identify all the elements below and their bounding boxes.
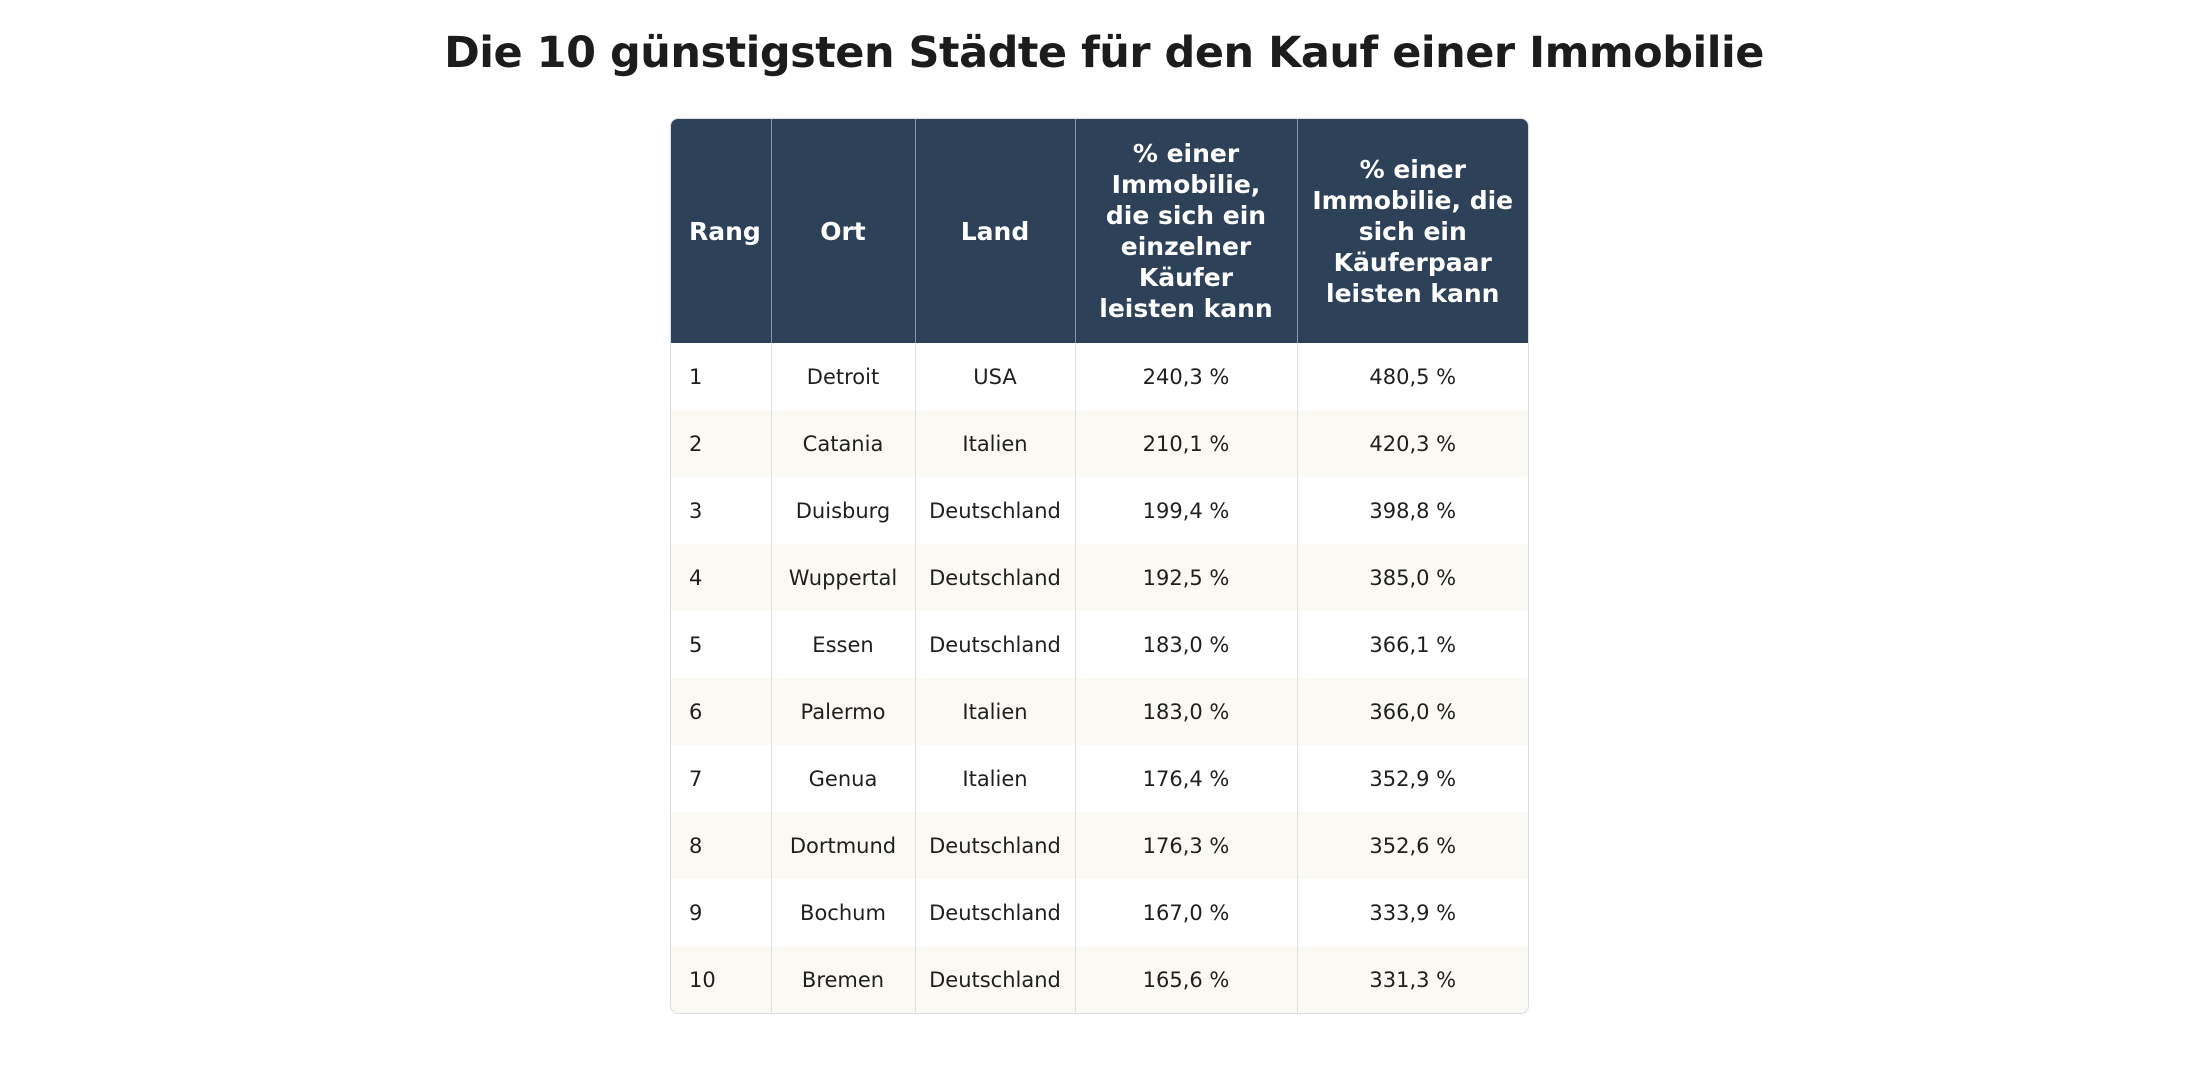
table-cell: 385,0 % bbox=[1296, 544, 1528, 611]
table-cell: 192,5 % bbox=[1074, 544, 1297, 611]
table-cell: Deutschland bbox=[914, 812, 1075, 879]
table-cell: Italien bbox=[914, 410, 1075, 477]
header-cell: Rang bbox=[671, 119, 771, 343]
table-cell: 480,5 % bbox=[1296, 343, 1528, 410]
table-cell: 6 bbox=[671, 678, 771, 745]
table-cell: Deutschland bbox=[914, 879, 1075, 946]
table-cell: 176,4 % bbox=[1074, 745, 1297, 812]
table-cell: 9 bbox=[689, 900, 703, 925]
table-cell: 352,6 % bbox=[1296, 812, 1528, 879]
table-cell: 210,1 % bbox=[1074, 410, 1297, 477]
table-cell: 352,9 % bbox=[1296, 745, 1528, 812]
table-cell: Bochum bbox=[770, 879, 915, 946]
table-body: 1 Detroit USA 240,3 % 480,5 % 2 Catania Italien… bbox=[671, 343, 1528, 1013]
table-cell: USA bbox=[914, 343, 1075, 410]
table-cell: Genua bbox=[770, 745, 915, 812]
header-cell: Land bbox=[914, 119, 1075, 343]
table-cell: 1 bbox=[689, 364, 703, 389]
table-cell: 4 bbox=[671, 544, 771, 611]
table-row: 3 Duisburg Deutschland 199,4 % 398,8 % bbox=[671, 477, 1528, 544]
table-cell: 167,0 % bbox=[1074, 879, 1297, 946]
table-cell: 420,3 % bbox=[1296, 410, 1528, 477]
table-cell: 183,0 % bbox=[1074, 611, 1297, 678]
table-cell: Catania bbox=[770, 410, 915, 477]
table-cell: Deutschland bbox=[914, 946, 1075, 1013]
table-cell: Wuppertal bbox=[770, 544, 915, 611]
table-cell: 366,0 % bbox=[1296, 678, 1528, 745]
table-row: 6 Palermo Italien 183,0 % 366,0 % bbox=[671, 678, 1528, 745]
table-row: 2 Catania Italien 210,1 % 420,3 % bbox=[671, 410, 1528, 477]
table-cell: 240,3 % bbox=[1074, 343, 1297, 410]
table-cell: Duisburg bbox=[770, 477, 915, 544]
table-row: 4 Wuppertal Deutschland 192,5 % 385,0 % bbox=[671, 544, 1528, 611]
table-cell: 333,9 % bbox=[1296, 879, 1528, 946]
table-cell: Bremen bbox=[770, 946, 915, 1013]
table-row: 10 Bremen Deutschland 165,6 % 331,3 % bbox=[671, 946, 1528, 1013]
table-cell: Detroit bbox=[770, 343, 915, 410]
header-row: Rang Ort Land% einer Immobilie, die sich e… bbox=[671, 119, 1528, 343]
table-cell: Essen bbox=[770, 611, 915, 678]
title: Die 10 günstigsten Städte für den Kauf e… bbox=[444, 28, 1764, 78]
table-cell: Deutschland bbox=[914, 544, 1075, 611]
table-row: 8 Dortmund Deutschland 176,3 % 352,6 % bbox=[671, 812, 1528, 879]
table-cell: Deutschland bbox=[914, 611, 1075, 678]
table-cell: 331,3 % bbox=[1296, 946, 1528, 1013]
table-cell: 2 bbox=[671, 410, 771, 477]
table-cell: Palermo bbox=[770, 678, 915, 745]
table-cell: 5 bbox=[689, 632, 703, 657]
table-row: 5 Essen Deutschland 183,0 % 366,1 % bbox=[671, 611, 1528, 678]
table-row: 9 Bochum Deutschland 167,0 % 333,9 % bbox=[671, 879, 1528, 946]
table-cell: 3 bbox=[689, 498, 703, 523]
table-cell: Deutschland bbox=[914, 477, 1075, 544]
table-cell: 199,4 % bbox=[1074, 477, 1297, 544]
header-cell: % einer Immobilie, die sich ein einzelne… bbox=[1074, 119, 1297, 343]
table-cell: Italien bbox=[914, 678, 1075, 745]
table-cell: 8 bbox=[671, 812, 771, 879]
table-header: Rang Ort Land% einer Immobilie, die sich e… bbox=[671, 119, 1528, 343]
table-cell: 10 bbox=[671, 946, 771, 1013]
table-cell: Dortmund bbox=[770, 812, 915, 879]
table-cell: 7 bbox=[689, 766, 703, 791]
table-row: 7 Genua Italien 176,4 % 352,9 % bbox=[671, 745, 1528, 812]
table-cell: 165,6 % bbox=[1074, 946, 1297, 1013]
table-cell: 366,1 % bbox=[1296, 611, 1528, 678]
table-cell: 398,8 % bbox=[1296, 477, 1528, 544]
table-cell: Italien bbox=[914, 745, 1075, 812]
table-row: 1 Detroit USA 240,3 % 480,5 % bbox=[671, 343, 1528, 410]
table-cell: 176,3 % bbox=[1074, 812, 1297, 879]
table-container: Rang Ort Land% einer Immobilie, die sich e… bbox=[670, 118, 1529, 1014]
table: Rang Ort Land% einer Immobilie, die sich e… bbox=[671, 119, 1528, 1013]
header-cell: % einer Immobilie, die sich ein Käuferpa… bbox=[1296, 119, 1528, 343]
table-cell: 183,0 % bbox=[1074, 678, 1297, 745]
header-cell: Ort bbox=[770, 119, 915, 343]
